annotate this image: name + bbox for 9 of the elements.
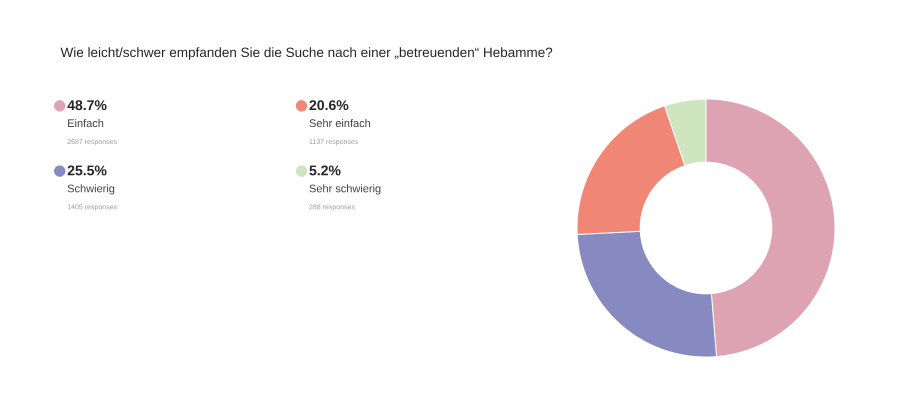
legend-label: Sehr einfach [310, 119, 370, 128]
data-label: 20.6% [310, 100, 348, 110]
data-label: 5.2% [309, 165, 341, 176]
chart-title: Wie leicht/schwer empfanden Sie die Suche nach einer „betreuenden“ Hebamme? [60, 47, 552, 60]
legend-label: Schwierig [68, 184, 114, 195]
legend-label: Einfach [68, 119, 104, 128]
data-label: 25.5% [68, 165, 107, 176]
legend-label: Sehr schwierig [310, 184, 380, 195]
data-label: 48.7% [67, 100, 107, 110]
